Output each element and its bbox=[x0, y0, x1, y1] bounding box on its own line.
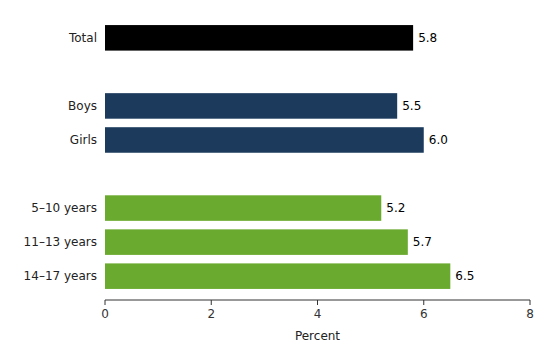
x-tick-label: 8 bbox=[526, 307, 534, 321]
category-label: Boys bbox=[68, 99, 97, 113]
data-label: 5.8 bbox=[418, 31, 437, 45]
x-tick-label: 6 bbox=[420, 307, 428, 321]
category-label: 5–10 years bbox=[31, 201, 97, 215]
x-tick-label: 2 bbox=[207, 307, 215, 321]
x-tick bbox=[423, 300, 424, 305]
data-label: 6.5 bbox=[455, 269, 474, 283]
bar bbox=[105, 195, 381, 221]
data-label: 5.2 bbox=[386, 201, 405, 215]
category-label: 14–17 years bbox=[24, 269, 97, 283]
x-tick-label: 0 bbox=[101, 307, 109, 321]
bar bbox=[105, 229, 408, 255]
bar bbox=[105, 263, 450, 289]
data-label: 6.0 bbox=[429, 133, 448, 147]
bar bbox=[105, 25, 413, 51]
bars bbox=[105, 25, 450, 289]
x-tick-label: 4 bbox=[314, 307, 322, 321]
data-label: 5.5 bbox=[402, 99, 421, 113]
x-tick bbox=[530, 300, 531, 305]
background bbox=[0, 0, 560, 350]
data-label: 5.7 bbox=[413, 235, 432, 249]
category-label: 11–13 years bbox=[24, 235, 97, 249]
bar bbox=[105, 127, 424, 153]
x-tick bbox=[211, 300, 212, 305]
bar bbox=[105, 93, 397, 119]
chart: Total Boys Girls 5–10 years 11–13 years 14–17… bbox=[0, 0, 560, 350]
category-label: Girls bbox=[70, 133, 97, 147]
x-tick bbox=[105, 300, 106, 305]
x-axis-label: Percent bbox=[295, 329, 340, 343]
category-label: Total bbox=[68, 31, 97, 45]
x-tick bbox=[317, 300, 318, 305]
